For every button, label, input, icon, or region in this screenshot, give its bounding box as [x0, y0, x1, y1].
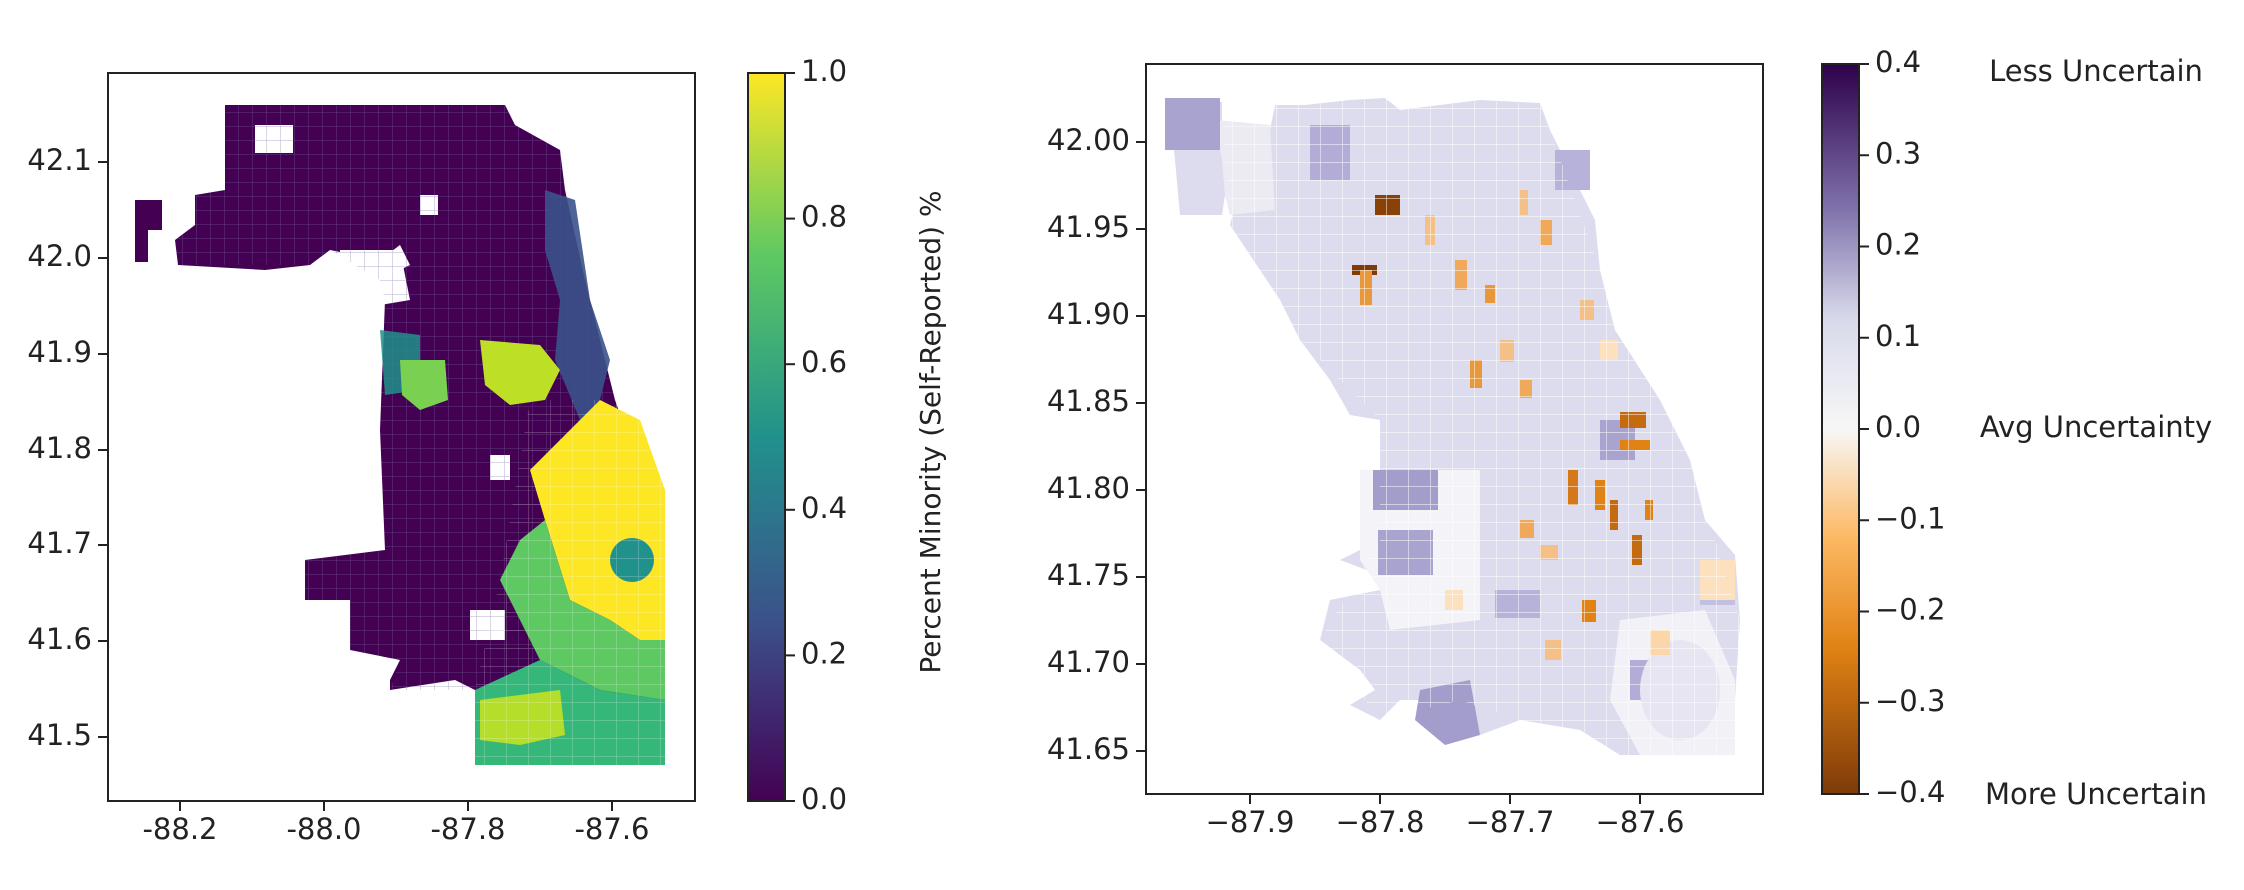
y-tick-label: 41.65 [1047, 732, 1130, 766]
y-tick-label: 41.8 [27, 431, 92, 465]
annotation-more-uncertain: More Uncertain [1985, 777, 2207, 811]
tract-lines [1222, 98, 1740, 755]
x-tick-label: −87.9 [1206, 805, 1295, 839]
y-tick-label: 41.70 [1047, 645, 1130, 679]
colorbar-right-ticks: 0.4 0.3 0.2 0.1 0.0 −0.1 −0.2 −0.3 −0.4 [1859, 45, 1945, 809]
x-tick-label: -88.0 [286, 812, 361, 846]
y-tick-label: 41.95 [1047, 210, 1130, 244]
colorbar-tick-label: 0.0 [801, 782, 847, 816]
colorbar-tick-label: 1.0 [801, 54, 847, 88]
x-tick-label: −87.6 [1596, 805, 1685, 839]
western-block [135, 200, 162, 262]
colorbar-tick-label: 0.8 [801, 200, 847, 234]
y-tick-label: 41.7 [27, 526, 92, 560]
colorbar-tick-label: 0.3 [1875, 136, 1921, 170]
y-tick-label: 41.90 [1047, 297, 1130, 331]
y-tick-label: 41.9 [27, 335, 92, 369]
x-tick-label: -88.2 [142, 812, 217, 846]
y-tick-label: 41.80 [1047, 471, 1130, 505]
colorbar-tick-label: 0.4 [1875, 45, 1921, 79]
tract-lines-south [475, 400, 665, 765]
colorbar-left-ticks: 1.0 0.8 0.6 0.4 0.2 0.0 [785, 54, 847, 816]
x-tick-label: -87.6 [574, 812, 649, 846]
y-tick-label: 42.1 [27, 143, 92, 177]
colorbar-left-label: Percent Minority (Self-Reported) % [914, 190, 947, 673]
y-tick-label: 42.00 [1047, 123, 1130, 157]
colorbar-tick-label: 0.6 [801, 345, 847, 379]
region-green-west [400, 360, 448, 410]
colorbar-tick-label: −0.2 [1875, 593, 1945, 627]
colorbar-left [747, 72, 786, 802]
map-left-regions [135, 105, 665, 765]
x-tick-label: −87.7 [1466, 805, 1555, 839]
y-tick-label: 42.0 [27, 239, 92, 273]
annotation-less-uncertain: Less Uncertain [1989, 54, 2203, 88]
colorbar-tick-label: 0.1 [1875, 319, 1921, 353]
tract-purple [1165, 98, 1220, 150]
y-tick-label: 41.5 [27, 718, 92, 752]
colorbar-tick-label: 0.4 [801, 491, 847, 525]
plot-frame-right [1145, 63, 1764, 795]
colorbar-tick-label: −0.1 [1875, 501, 1945, 535]
plot-frame-left [107, 72, 696, 802]
region-green-central [480, 340, 560, 405]
y-tick-label: 41.85 [1047, 384, 1130, 418]
annotation-avg-uncertainty: Avg Uncertainty [1980, 410, 2212, 444]
x-tick-label: −87.8 [1336, 805, 1425, 839]
map-right-regions [1165, 98, 1740, 755]
colorbar-tick-label: 0.2 [1875, 228, 1921, 262]
colorbar-right [1821, 63, 1860, 795]
uncertainty-map: −87.9 −87.8 −87.7 −87.6 42.00 41.95 41.90 41.8… [1047, 45, 2212, 839]
colorbar-tick-label: −0.4 [1875, 775, 1945, 809]
x-axis-right: −87.9 −87.8 −87.7 −87.6 [1206, 794, 1685, 839]
y-tick-label: 41.6 [27, 622, 92, 656]
y-axis-left: 42.1 42.0 41.9 41.8 41.7 41.6 41.5 [27, 143, 108, 752]
percent-minority-map: -88.2 -88.0 -87.8 -87.6 42.1 42.0 41.9 41.8 41.… [27, 54, 947, 846]
x-tick-label: -87.8 [430, 812, 505, 846]
region-blue [545, 190, 610, 420]
colorbar-tick-label: 0.2 [801, 636, 847, 670]
x-axis-left: -88.2 -88.0 -87.8 -87.6 [142, 801, 650, 846]
colorbar-tick-label: −0.3 [1875, 684, 1945, 718]
y-axis-right: 42.00 41.95 41.90 41.85 41.80 41.75 41.70 41.65 [1047, 123, 1146, 766]
y-tick-label: 41.75 [1047, 558, 1130, 592]
colorbar-tick-label: 0.0 [1875, 410, 1921, 444]
